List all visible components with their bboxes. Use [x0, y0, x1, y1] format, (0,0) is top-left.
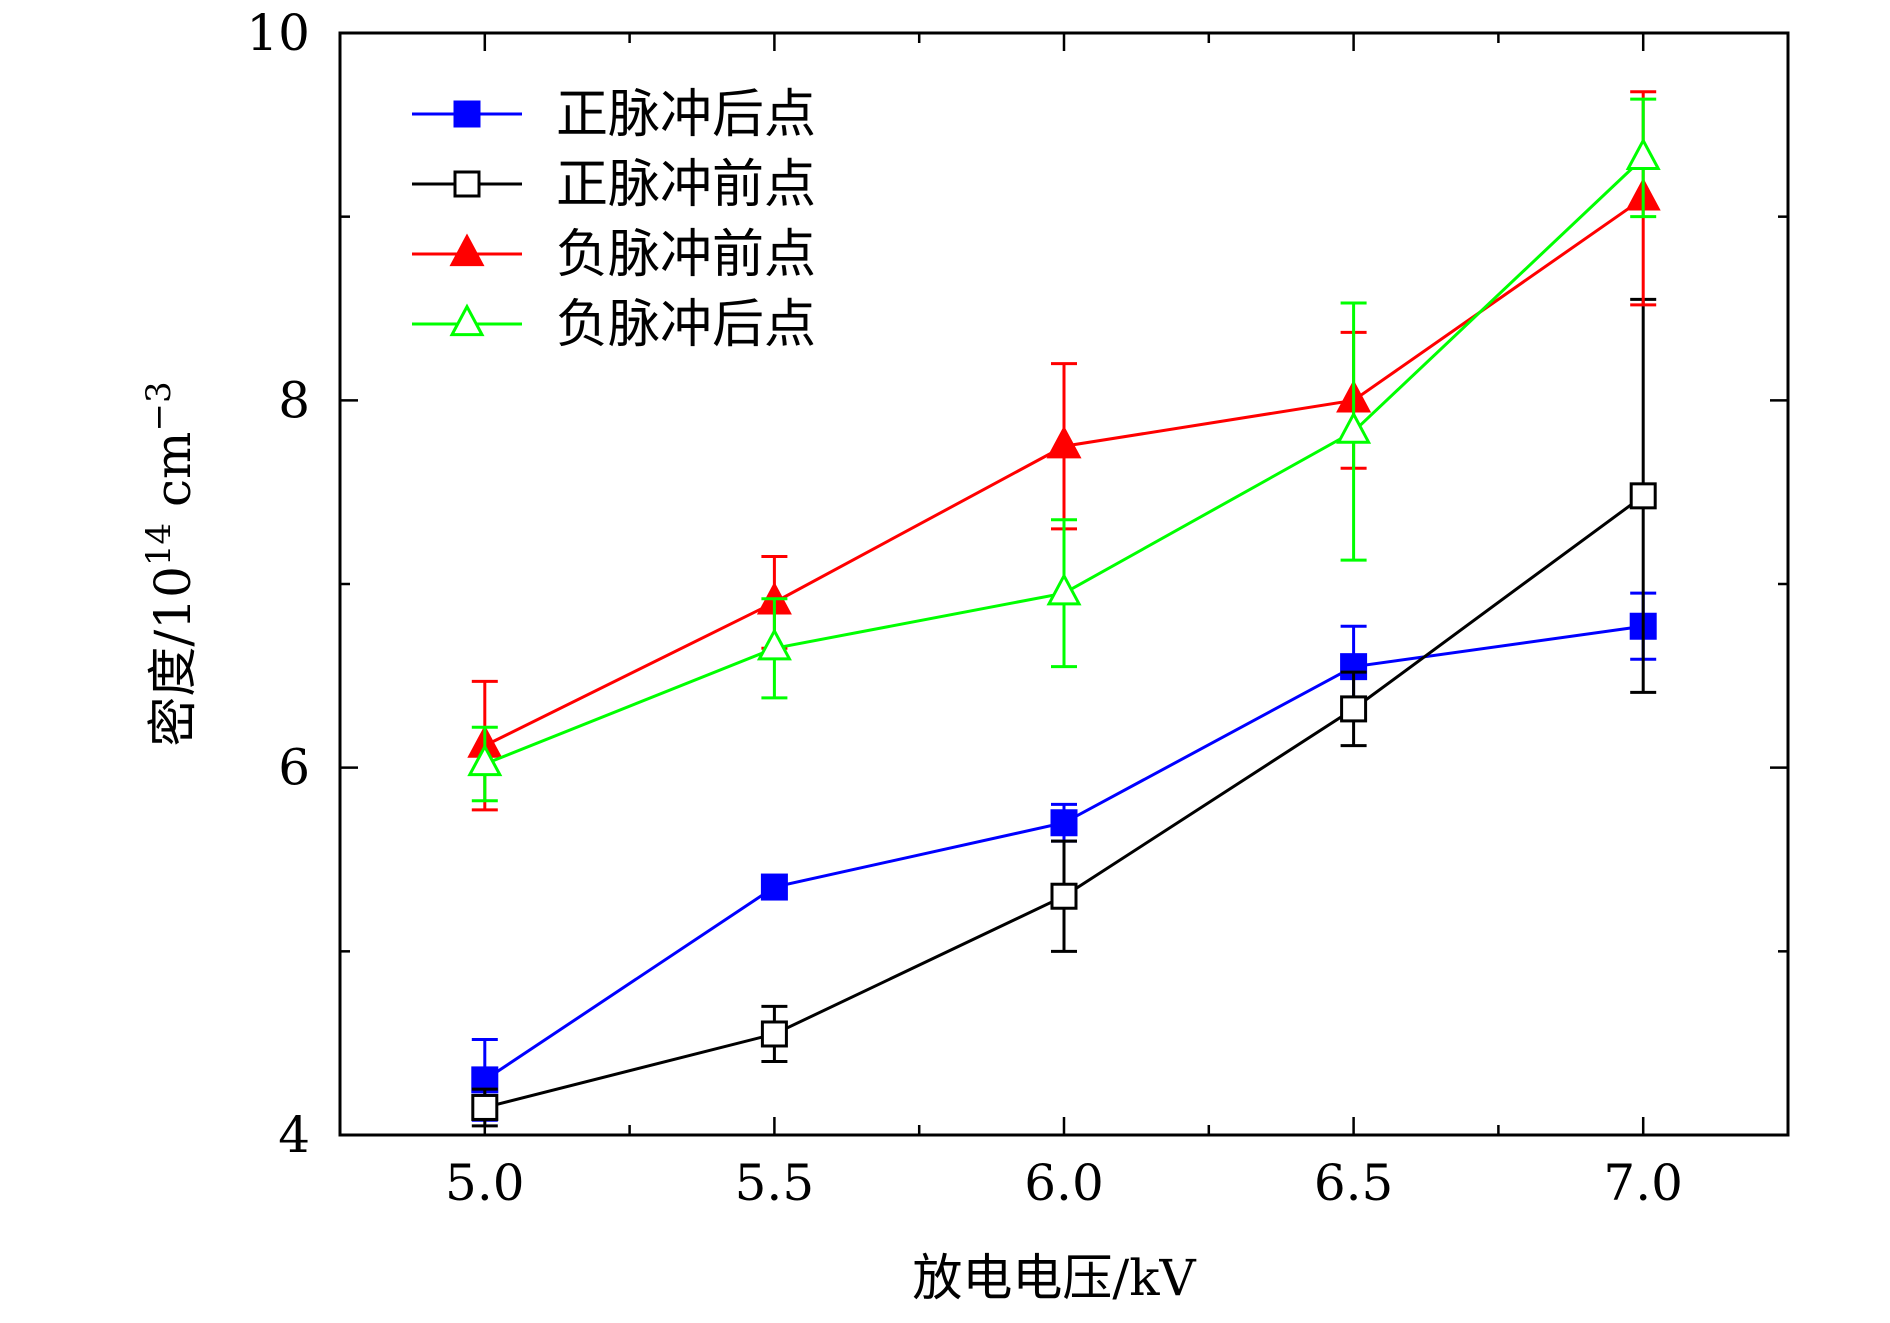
data-point: [756, 627, 792, 661]
y-tick-label: 4: [278, 1106, 310, 1164]
x-tick-labels: 5.0 5.5 6.0 6.5 7.0: [445, 1154, 1683, 1212]
legend-label: 负脉冲后点: [556, 295, 816, 355]
legend-label: 正脉冲后点: [556, 85, 816, 145]
x-tick-label: 5.0: [445, 1154, 525, 1212]
legend-label: 正脉冲前点: [556, 155, 816, 215]
series-layer: [467, 90, 1661, 1128]
x-tick-label: 7.0: [1603, 1154, 1683, 1212]
y-tick-label: 6: [278, 739, 310, 797]
data-point: [471, 1093, 499, 1121]
data-point: [1050, 882, 1078, 910]
y-tick-label: 10: [246, 4, 310, 62]
legend-marker: [449, 233, 485, 267]
y-axis-label-main: 密度/10: [144, 566, 202, 746]
y-tick-labels: 4 6 8 10: [246, 4, 310, 1164]
data-point: [1336, 411, 1372, 444]
legend-item: 正脉冲后点: [412, 85, 816, 145]
legend-item: 负脉冲后点: [412, 295, 816, 355]
data-point: [1340, 695, 1368, 723]
legend-item: 正脉冲前点: [412, 155, 816, 215]
data-point: [467, 743, 503, 777]
legend-marker: [453, 100, 481, 128]
data-point: [1046, 425, 1082, 459]
y-axis-label-exp1: 14: [139, 523, 179, 566]
series-4: [467, 97, 1661, 803]
plot-frame: [338, 31, 1790, 1137]
data-point: [760, 873, 788, 901]
data-point: [1046, 572, 1082, 606]
x-tick-label: 5.5: [735, 1154, 815, 1212]
legend-marker: [453, 170, 481, 198]
x-tick-label: 6.0: [1024, 1154, 1104, 1212]
x-axis-label: 放电电压/kV: [912, 1249, 1196, 1307]
x-tick-label: 6.5: [1314, 1154, 1394, 1212]
data-point: [760, 1020, 788, 1048]
series-2: [471, 297, 1657, 1128]
legend-item: 负脉冲前点: [412, 225, 816, 285]
legend-marker: [449, 303, 485, 337]
y-tick-label: 8: [278, 371, 310, 429]
data-point: [1629, 482, 1657, 510]
svg-text:密度/1014 cm−3: 密度/1014 cm−3: [139, 381, 202, 746]
data-point: [1050, 809, 1078, 837]
y-axis-label-unit: cm: [144, 432, 202, 523]
y-axis-label: 密度/1014 cm−3: [139, 381, 202, 746]
y-axis-label-exp2: −3: [139, 381, 179, 431]
data-point: [1625, 137, 1661, 171]
legend-label: 负脉冲前点: [556, 225, 816, 285]
